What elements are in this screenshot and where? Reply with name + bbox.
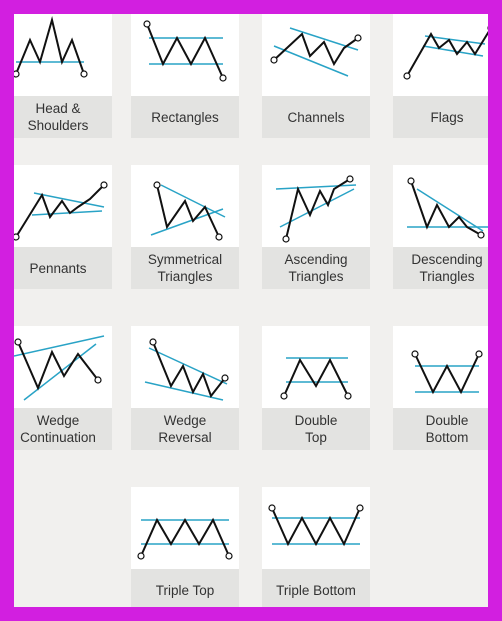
pattern-card-channels: Channels <box>262 14 370 138</box>
flags-diagram <box>403 26 488 80</box>
wedge-reversal-diagram <box>144 338 229 401</box>
pattern-card-ascending-triangles: Ascending Triangles <box>262 165 370 289</box>
pattern-card-rectangles: Rectangles <box>131 14 239 138</box>
pattern-card-triple-bottom: Triple Bottom <box>262 487 370 607</box>
pattern-card-flags: Flags <box>393 14 488 138</box>
pattern-label: Flags <box>393 96 488 138</box>
pattern-card-double-bottom: Double Bottom <box>393 326 488 450</box>
pattern-card-pennants: Pennants <box>14 165 112 289</box>
pattern-label: Descending Triangles <box>393 247 488 289</box>
triple-bottom-diagram <box>268 504 364 547</box>
pattern-label: Triple Top <box>131 569 239 607</box>
pattern-card-descending-triangles: Descending Triangles <box>393 165 488 289</box>
pattern-label: Triple Bottom <box>262 569 370 607</box>
pennants-diagram <box>14 181 108 241</box>
triple-top-diagram <box>137 517 233 560</box>
symmetrical-triangles-diagram <box>150 181 226 241</box>
wedge-continuation-diagram <box>14 335 105 401</box>
patterns-grid: Head & Shoulders Rectangles Channels <box>14 14 488 607</box>
head-shoulders-diagram <box>14 16 88 78</box>
descending-triangles-diagram <box>407 177 488 239</box>
pattern-label: Pennants <box>14 247 112 289</box>
pattern-label: Double Top <box>262 408 370 450</box>
pattern-label: Double Bottom <box>393 408 488 450</box>
ascending-triangles-diagram <box>275 175 357 243</box>
pattern-card-head-shoulders: Head & Shoulders <box>14 14 112 138</box>
pattern-label: Wedge Reversal <box>131 408 239 450</box>
pattern-card-triple-top: Triple Top <box>131 487 239 607</box>
pattern-label: Head & Shoulders <box>14 96 112 138</box>
channels-diagram <box>270 27 362 77</box>
rectangles-diagram <box>143 20 227 82</box>
pattern-label: Channels <box>262 96 370 138</box>
pattern-label: Symmetrical Triangles <box>131 247 239 289</box>
double-top-diagram <box>280 357 352 400</box>
pattern-label: Rectangles <box>131 96 239 138</box>
pattern-card-wedge-continuation: Wedge Continuation <box>14 326 112 450</box>
pattern-card-symmetrical-triangles: Symmetrical Triangles <box>131 165 239 289</box>
pattern-card-double-top: Double Top <box>262 326 370 450</box>
pattern-card-wedge-reversal: Wedge Reversal <box>131 326 239 450</box>
pattern-label: Wedge Continuation <box>14 408 112 450</box>
double-bottom-diagram <box>411 350 483 395</box>
pattern-label: Ascending Triangles <box>262 247 370 289</box>
